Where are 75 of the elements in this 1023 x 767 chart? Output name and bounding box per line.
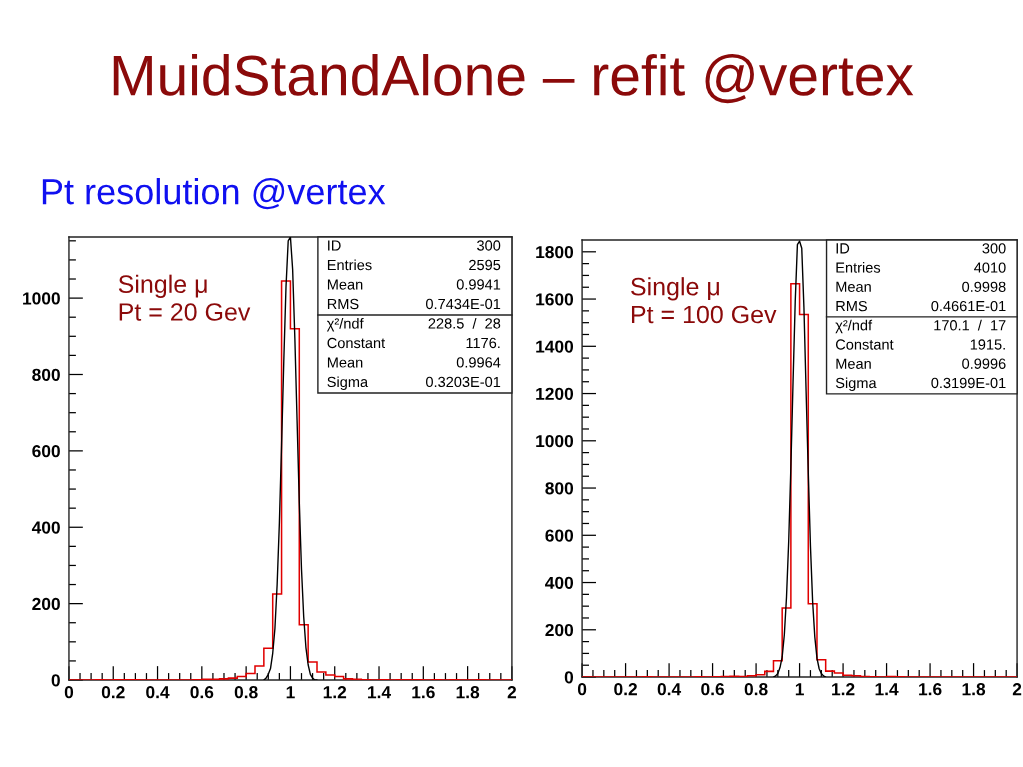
annotation: Sigma	[327, 376, 369, 390]
annotation: Single μ Pt = 20 Gev	[118, 274, 251, 321]
annotation: 0.3199E-01	[931, 377, 1006, 389]
x-tick-label: 1	[795, 683, 804, 696]
x-tick-label: 0.6	[190, 686, 214, 699]
x-tick-label: 0	[64, 686, 74, 699]
y-tick-label: 1800	[536, 245, 574, 259]
x-tick-label: 0.8	[744, 683, 768, 696]
x-tick-label: 0.2	[614, 683, 637, 696]
annotation: 300	[477, 240, 501, 251]
y-tick-label: 0	[564, 671, 574, 684]
annotation: Constant	[327, 337, 386, 349]
x-tick-label: 2	[507, 686, 517, 699]
x-tick-label: 1.2	[832, 683, 855, 696]
x-tick-label: 0	[577, 683, 587, 696]
y-tick-label: 1000	[536, 434, 574, 448]
annotation: 0.9998	[962, 281, 1006, 292]
y-tick-label: 1400	[536, 340, 574, 353]
annotation: 0.9941	[456, 279, 501, 290]
annotation: χ²/ndf	[326, 317, 364, 332]
annotation: Mean	[836, 281, 871, 292]
x-tick-label: 1.2	[323, 686, 347, 699]
x-tick-label: 1.6	[412, 686, 435, 699]
x-tick-label: 0.4	[146, 686, 170, 699]
annotation: Mean	[327, 357, 363, 368]
annotation: Sigma	[835, 377, 877, 392]
y-tick-label: 200	[32, 597, 60, 611]
annotation: ID	[836, 243, 850, 254]
x-tick-label: 0.2	[101, 686, 125, 699]
annotation: RMS	[327, 298, 359, 310]
y-tick-label: 400	[545, 576, 574, 589]
x-tick-label: 0.4	[657, 683, 682, 696]
annotation: 0.7434E-01	[426, 298, 501, 310]
annotation: 300	[982, 243, 1006, 254]
y-tick-label: 1200	[536, 387, 574, 401]
y-tick-label: 400	[31, 521, 60, 534]
y-tick-label: 0	[51, 674, 60, 687]
chart-title: MuidStandAlone – refit @vertex	[113, 53, 914, 104]
x-tick-label: 1.8	[456, 686, 480, 699]
annotation: ID	[328, 240, 341, 251]
annotation: Mean	[327, 279, 363, 290]
x-tick-label: 2	[1012, 683, 1022, 696]
annotation: 0.9964	[456, 357, 501, 368]
annotation: 4010	[974, 262, 1006, 273]
annotation: 0.3203E-01	[426, 376, 501, 388]
x-tick-label: 1.4	[875, 683, 899, 696]
annotation: Single μ Pt = 100 Gev	[631, 277, 777, 324]
annotation: 0.4661E-01	[931, 300, 1006, 312]
annotation: Entries	[327, 259, 372, 271]
x-tick-label: 1.4	[368, 686, 391, 699]
x-tick-label: 1	[286, 686, 295, 699]
y-tick-label: 800	[32, 368, 60, 381]
x-tick-label: 0.8	[234, 686, 258, 699]
annotation: Constant	[835, 339, 894, 350]
y-tick-label: 200	[545, 623, 574, 637]
annotation: χ²/ndf	[835, 319, 873, 334]
y-tick-label: 600	[32, 445, 60, 458]
chart-subtitle: Pt resolution @vertex	[42, 177, 386, 210]
annotation: Mean	[836, 358, 871, 369]
x-tick-label: 0.6	[701, 683, 725, 696]
annotation: RMS	[836, 300, 867, 312]
x-tick-label: 1.8	[962, 683, 986, 696]
x-tick-label: 1.6	[919, 683, 942, 696]
annotation: 170.1 / 17	[934, 319, 1006, 331]
line-series	[263, 237, 318, 681]
annotation: 1915.	[970, 339, 1005, 350]
annotation: 2595	[469, 259, 501, 271]
y-tick-label: 1000	[23, 292, 60, 305]
y-tick-label: 800	[545, 482, 574, 495]
annotation: 1176.	[466, 337, 500, 349]
y-tick-label: 600	[545, 529, 574, 542]
annotation: 228.5 / 28	[428, 317, 501, 329]
annotation: 0.9996	[962, 358, 1006, 369]
annotation: Entries	[836, 262, 881, 273]
y-tick-label: 1600	[536, 293, 574, 306]
